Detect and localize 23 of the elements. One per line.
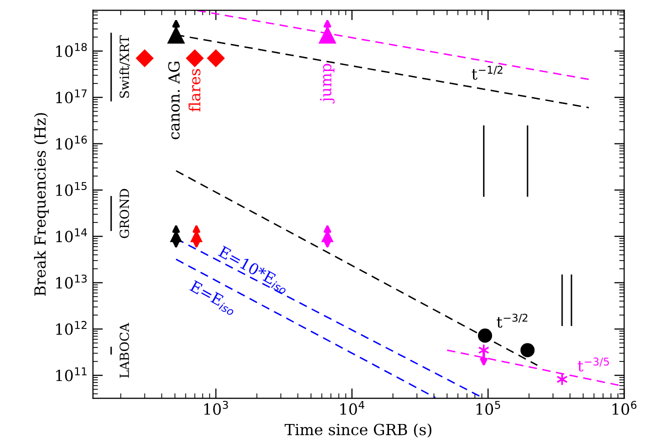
y-tick-label: 10$^{11}$ [56,367,87,382]
text: LABOCA [120,322,130,378]
y-tick-label: 10$^{18}$ [56,42,87,57]
annotation: canon. AG [168,62,180,140]
annotation: t$^{−3/2}$ [496,314,528,328]
annotation: jump [320,64,335,104]
y-tick-label: 10$^{13}$ [56,274,87,289]
y-axis-title: Break Frequencies (Hz) [34,113,49,296]
text: Swift/XRT [119,35,130,98]
annotation: t$^{−1/2}$ [472,66,502,80]
y-tick-label: 10$^{12}$ [56,320,86,335]
y-tick-label: 10$^{17}$ [56,89,87,104]
x-tick-label: 10$^{5}$ [476,401,500,415]
y-tick-label: 10$^{15}$ [56,182,87,196]
x-tick-label: 10$^{3}$ [204,400,228,415]
text: GROND [120,188,130,238]
x-tick-label: 10$^{4}$ [340,401,364,415]
y-tick-label: 10$^{14}$ [56,228,87,242]
annotation: flares [188,69,200,112]
y-tick-label: 10$^{16}$ [56,136,87,150]
x-axis-title: Time since GRB (s) [284,423,432,438]
annotation: t$^{−3/5}$ [578,358,609,372]
x-tick-label: 10$^{6}$ [612,400,636,415]
